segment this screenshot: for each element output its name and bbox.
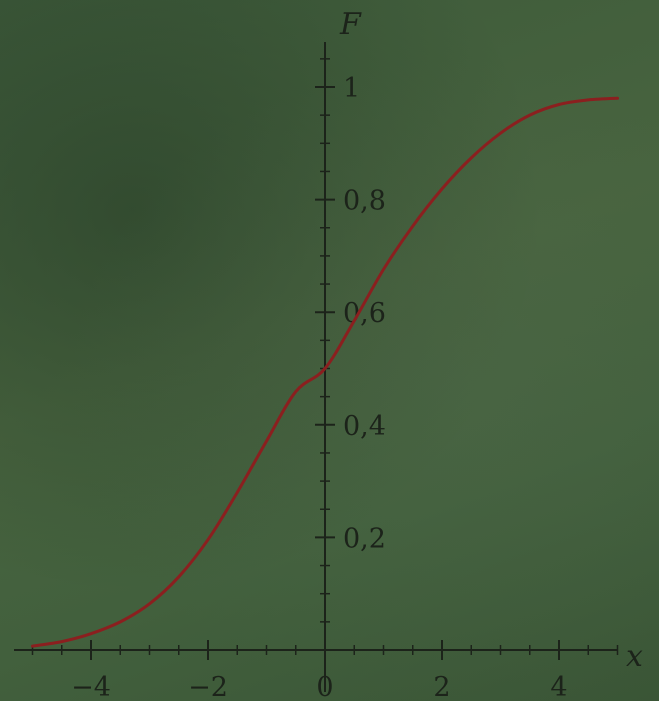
x-axis-label: x <box>626 639 643 674</box>
y-tick-label: 0,4 <box>343 411 386 442</box>
cdf-curve <box>31 96 619 648</box>
y-axis-label: F <box>339 7 362 42</box>
axes <box>14 42 618 692</box>
x-tick-label: 2 <box>433 672 450 701</box>
y-tick-label: 1 <box>343 73 360 104</box>
x-tick-label: 4 <box>550 672 567 701</box>
y-tick-label: 0,8 <box>343 186 386 217</box>
x-tick-label: 0 <box>316 672 333 701</box>
tick-labels: −4 −2 0 2 40,20,40,60,81 <box>71 73 568 701</box>
y-tick-label: 0,2 <box>343 523 386 554</box>
ticks <box>31 58 619 660</box>
x-tick-label: −4 <box>71 672 111 701</box>
series-layer <box>31 96 619 648</box>
x-tick-label: −2 <box>188 672 228 701</box>
